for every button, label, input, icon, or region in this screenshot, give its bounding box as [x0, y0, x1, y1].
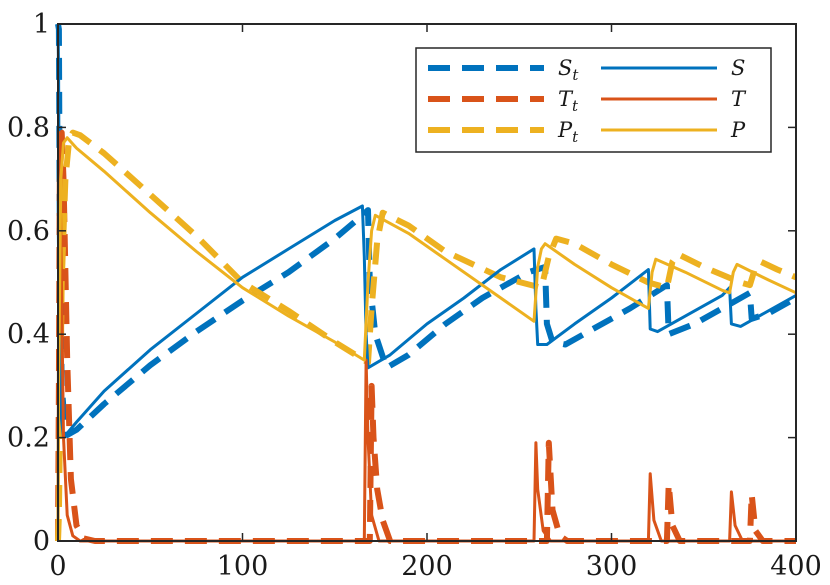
x-tick-label: 100 — [217, 551, 269, 582]
y-tick-label: 0.2 — [7, 423, 50, 454]
legend-label: P — [730, 118, 746, 142]
x-tick-label: 300 — [586, 551, 638, 582]
y-tick-label: 0.6 — [7, 216, 50, 247]
x-tick-label: 0 — [49, 551, 66, 582]
y-tick-label: 0.8 — [7, 112, 50, 143]
legend-label: Tt — [558, 87, 579, 115]
series-line-p-solid — [56, 136, 797, 542]
legend: St S Tt T Pt P — [415, 47, 772, 153]
y-tick-label: 0.4 — [7, 319, 50, 350]
y-tick-label: 0 — [33, 526, 50, 557]
legend-label: Pt — [557, 118, 579, 146]
series-line-p-t-dashed — [55, 129, 798, 542]
x-tick-label: 200 — [401, 551, 453, 582]
y-tick-label: 1 — [33, 9, 50, 40]
axis-ticks: 0 100 200 300 400 0 0.2 0.4 0.6 0.8 1 — [7, 9, 822, 582]
legend-label: T — [731, 87, 747, 111]
series-line-s-t-dashed — [55, 23, 798, 438]
series-layer — [55, 23, 798, 544]
series-line-s-solid — [56, 23, 797, 440]
legend-label: S — [731, 56, 745, 80]
legend-label: St — [558, 56, 579, 84]
series-line-t-t-dashed — [55, 129, 796, 544]
x-tick-label: 400 — [770, 551, 822, 582]
